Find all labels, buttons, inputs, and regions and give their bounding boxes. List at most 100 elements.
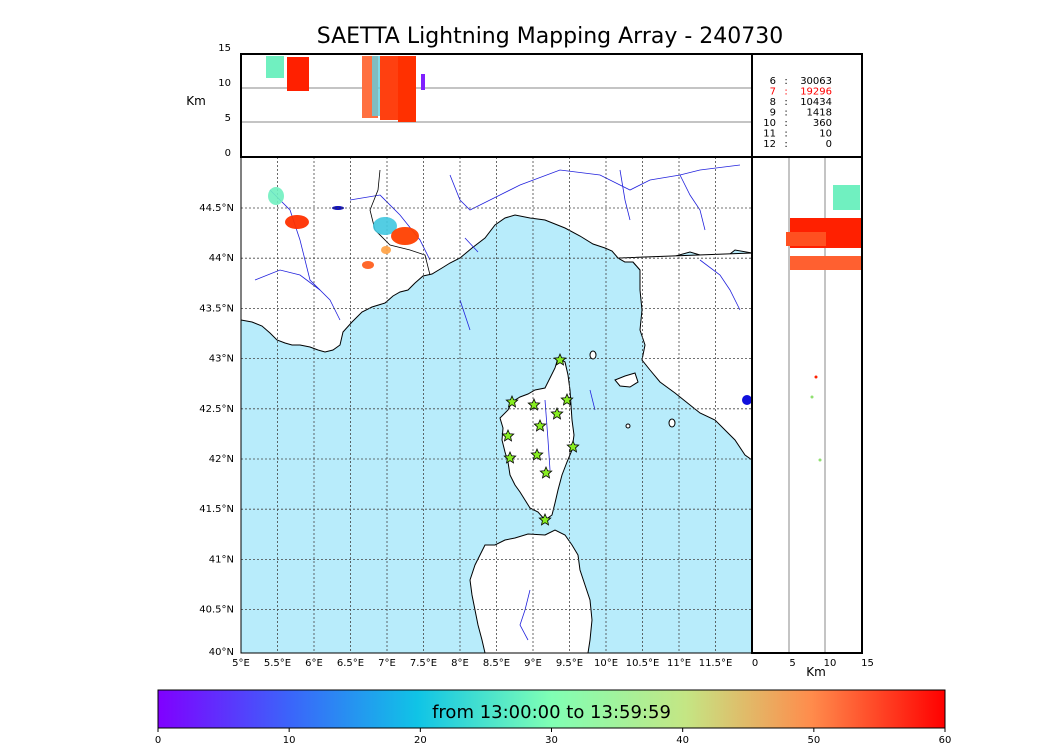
station-star	[538, 512, 552, 526]
side-xtick: 5	[789, 658, 795, 669]
latitude-label: 41.5°N	[199, 504, 234, 515]
source-band	[833, 185, 860, 210]
station-star	[501, 428, 515, 442]
graticule	[241, 157, 752, 653]
latitude-label: 44°N	[209, 253, 234, 264]
source-point	[810, 395, 814, 399]
station-count-number: 11	[763, 129, 776, 140]
station-star	[539, 465, 553, 479]
source-cluster	[362, 261, 374, 269]
station-count-value: 19296	[800, 87, 832, 98]
station-count-number: 7	[770, 87, 776, 98]
altitude-ytick: 5	[225, 113, 231, 124]
station-star	[505, 394, 519, 408]
station-count-value: 10	[819, 129, 832, 140]
lake-bolsena	[742, 395, 752, 405]
station-count-number: 12	[763, 139, 776, 150]
altitude-ytick: 15	[218, 43, 231, 54]
station-count-separator: :	[784, 139, 787, 150]
lightning-sources-side	[786, 185, 862, 462]
longitude-label: 10.5°E	[626, 658, 660, 669]
borders	[369, 169, 431, 276]
altitude-yticks: 15 10 5 0	[218, 43, 231, 159]
longitude-label: 7°E	[378, 658, 396, 669]
lightning-sources-altitude	[266, 56, 425, 122]
longitude-label: 5°E	[232, 658, 250, 669]
longitude-label: 5.5°E	[264, 658, 291, 669]
latitude-label: 44.5°N	[199, 203, 234, 214]
colorbar-tick-label: 60	[939, 735, 952, 746]
latitude-label: 40.5°N	[199, 605, 234, 616]
longitude-label: 8.5°E	[483, 658, 510, 669]
colorbar-ticks: 0 10 20 30 40 50 60	[155, 728, 952, 746]
elba-island	[614, 372, 639, 388]
station-count-number: 10	[763, 118, 776, 129]
giglio-island	[668, 418, 676, 428]
source-column	[421, 74, 425, 90]
station-count-value: 360	[813, 118, 832, 129]
longitude-label: 6°E	[305, 658, 323, 669]
longitude-label: 10°E	[594, 658, 618, 669]
altitude-ylabel: Km	[186, 94, 206, 108]
side-panel	[751, 156, 863, 654]
station-star	[503, 450, 517, 464]
station-count-value: 1418	[807, 108, 832, 119]
station-count-separator: :	[784, 118, 787, 129]
colorbar-tick-label: 40	[676, 735, 689, 746]
station-star	[566, 439, 580, 453]
colorbar	[157, 689, 946, 729]
station-count-separator: :	[784, 76, 787, 87]
station-count-number: 6	[770, 76, 776, 87]
station-count-value: 30063	[800, 76, 832, 87]
lma-stations	[501, 352, 580, 526]
colorbar-tick-label: 50	[807, 735, 820, 746]
colorbar-label: from 13:00:00 to 13:59:59	[432, 702, 671, 723]
station-count-box	[751, 53, 863, 158]
colorbar-tick-label: 20	[414, 735, 427, 746]
station-count-number: 9	[770, 108, 776, 119]
altitude-panel	[240, 53, 753, 158]
station-count-value: 0	[826, 139, 832, 150]
longitude-label: 9.5°E	[556, 658, 583, 669]
source-cluster	[285, 215, 309, 229]
station-star	[533, 418, 547, 432]
altitude-bg	[241, 54, 752, 157]
latitude-label: 41°N	[209, 554, 234, 565]
station-count-separator: :	[784, 97, 787, 108]
source-column	[380, 56, 402, 120]
station-star	[553, 352, 567, 366]
map-panel	[241, 157, 752, 653]
station-count-separator: :	[784, 129, 787, 140]
longitude-label: 6.5°E	[337, 658, 364, 669]
station-star	[527, 397, 541, 411]
latitude-label: 42°N	[209, 454, 234, 465]
source-band	[786, 232, 826, 246]
source-cluster	[381, 246, 391, 254]
station-count-table: 6:300637:192968:104349:141810:36011:1012…	[763, 76, 832, 150]
colorbar-tick-label: 30	[545, 735, 558, 746]
side-xtick: 15	[861, 658, 874, 669]
corsica-island	[499, 357, 575, 521]
side-frame	[751, 156, 863, 654]
station-count-number: 8	[770, 97, 776, 108]
source-cluster	[373, 217, 397, 235]
longitude-label: 11°E	[667, 658, 691, 669]
longitude-label: 7.5°E	[410, 658, 437, 669]
colorbar-tick-label: 0	[155, 735, 161, 746]
pianosa-island	[625, 423, 631, 429]
sardinia-island	[469, 529, 593, 653]
source-point	[818, 458, 822, 462]
source-cluster	[268, 187, 284, 205]
latitude-label: 43.5°N	[199, 303, 234, 314]
longitude-labels: 5°E 5.5°E 6°E 6.5°E 7°E 7.5°E 8°E 8.5°E 9°E 9.5°E…	[232, 658, 732, 669]
source-cluster	[391, 227, 419, 245]
source-band	[790, 256, 862, 270]
source-column	[287, 57, 309, 91]
station-star	[560, 392, 574, 406]
latitude-label: 40°N	[209, 647, 234, 658]
lightning-sources-map	[268, 187, 419, 269]
altitude-ytick: 10	[218, 78, 231, 89]
source-point	[814, 375, 818, 379]
station-count-separator: :	[784, 108, 787, 119]
station-star	[530, 447, 544, 461]
